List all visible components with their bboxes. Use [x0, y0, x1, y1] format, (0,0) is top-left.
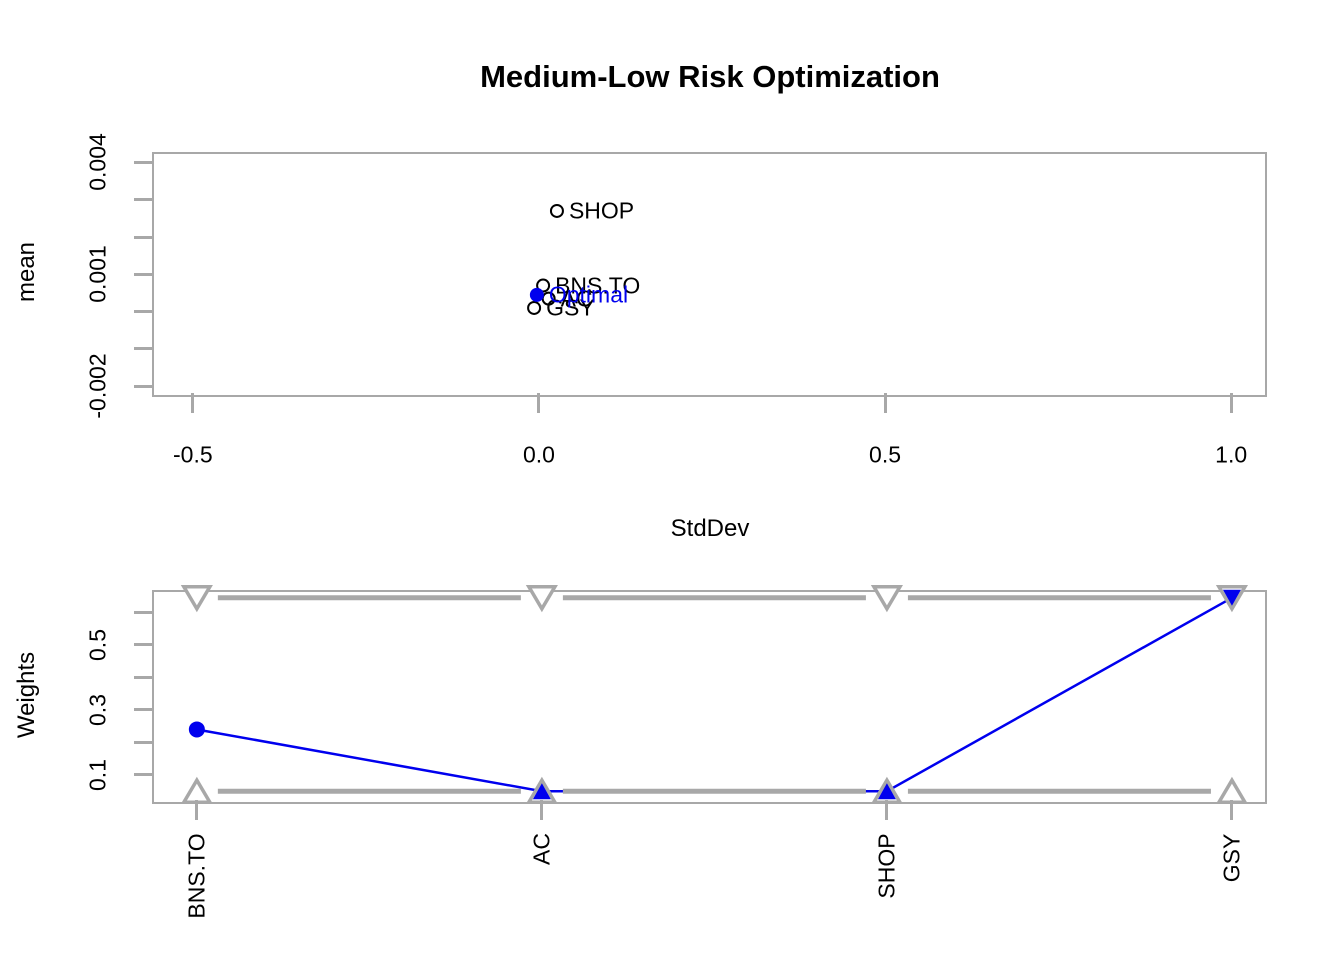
y-tick — [134, 235, 152, 239]
point-label-ac: AC — [560, 285, 593, 312]
x-tick — [1229, 393, 1233, 413]
asset-point-marker-gsy — [527, 300, 542, 315]
category-label-shop: SHOP — [873, 832, 900, 899]
category-label-ac: AC — [528, 833, 555, 865]
y-tick — [134, 740, 152, 744]
asset-point-marker-shop — [549, 203, 564, 218]
category-label-gsy: GSY — [1218, 833, 1245, 882]
weight-marker-gsy — [1222, 589, 1241, 606]
y-tick — [134, 160, 152, 164]
y-tick-label: -0.002 — [84, 353, 111, 419]
weights-plot-frame — [152, 590, 1267, 804]
upper-bound-marker-ac — [525, 585, 558, 613]
y-axis-label-mean: mean — [13, 241, 40, 303]
y-tick — [134, 610, 152, 614]
y-tick — [134, 347, 152, 351]
upper-bound-marker-shop — [870, 585, 903, 613]
x-tick — [540, 800, 544, 820]
scatter-plot-frame — [152, 152, 1267, 397]
point-label-bns-to: BNS.TO — [555, 272, 641, 299]
y-tick-label: 0.001 — [84, 245, 111, 304]
y-tick — [134, 708, 152, 712]
x-axis-label-stddev: StdDev — [670, 515, 750, 542]
x-tick — [537, 393, 541, 413]
asset-point-marker-bns-to — [536, 278, 551, 293]
point-label-shop: SHOP — [568, 197, 635, 224]
y-tick — [134, 310, 152, 314]
category-label-bns-to: BNS.TO — [183, 832, 210, 919]
x-tick-label: 1.0 — [1215, 441, 1248, 468]
point-label-optimal: Optimal — [548, 281, 629, 308]
weights-line — [196, 596, 1233, 793]
scatter-plot-layer — [527, 203, 564, 315]
weights-plot-layer — [180, 585, 1249, 804]
y-tick — [134, 198, 152, 202]
y-tick-label: 0.004 — [84, 133, 111, 192]
y-axis-label-weights: Weights — [13, 651, 40, 739]
x-tick — [883, 393, 887, 413]
y-tick-label: 0.5 — [84, 628, 111, 661]
y-tick — [134, 675, 152, 679]
x-tick — [1230, 800, 1234, 820]
x-tick — [885, 800, 889, 820]
y-tick — [134, 384, 152, 388]
x-tick — [191, 393, 195, 413]
weight-marker-ac — [532, 783, 551, 800]
optimal-point-marker — [529, 287, 544, 302]
x-tick-label: 0.0 — [522, 441, 555, 468]
upper-bound-marker-bns-to — [180, 585, 213, 613]
lower-bound-marker-bns-to — [180, 776, 213, 804]
y-tick — [134, 773, 152, 777]
x-tick-label: -0.5 — [173, 441, 213, 468]
y-tick — [134, 643, 152, 647]
lower-bound-marker-gsy — [1215, 776, 1249, 804]
x-tick-label: 0.5 — [869, 441, 902, 468]
chart-title: Medium-Low Risk Optimization — [480, 59, 940, 94]
weight-marker-shop — [877, 783, 896, 800]
point-label-gsy: GSY — [546, 294, 595, 321]
y-tick-label: 0.1 — [84, 758, 111, 791]
y-tick — [134, 272, 152, 276]
weight-marker-bns-to — [188, 721, 205, 738]
y-tick-label: 0.3 — [84, 693, 111, 726]
x-tick — [195, 800, 199, 820]
